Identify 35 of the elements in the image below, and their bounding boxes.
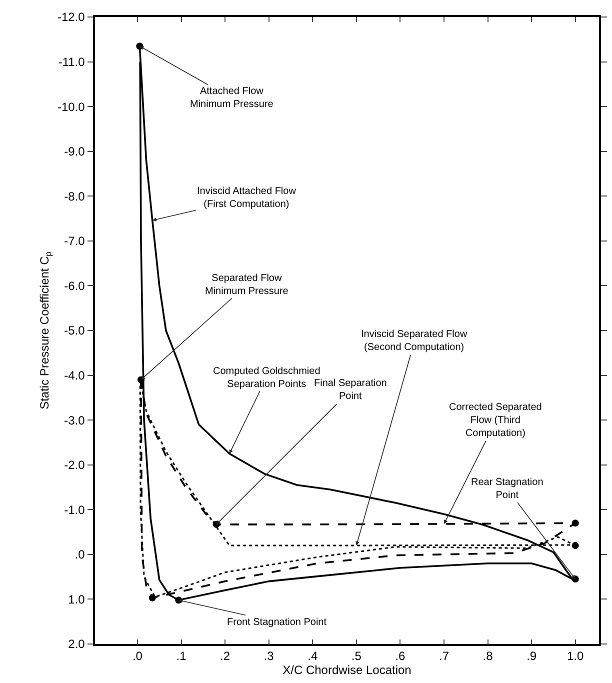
y-tick-label: -11.0 bbox=[58, 54, 86, 69]
x-tick-label: .4 bbox=[308, 649, 318, 664]
annotation: Final Separation Point bbox=[314, 378, 387, 402]
x-tick-label: .9 bbox=[526, 649, 537, 664]
x-tick-label: .0 bbox=[132, 649, 143, 664]
annotation: Inviscid Separated Flow (Second Computation) bbox=[361, 329, 468, 353]
y-tick-label: -4.0 bbox=[64, 368, 86, 382]
x-tick-label: .3 bbox=[264, 649, 274, 664]
x-tick-label: .7 bbox=[438, 649, 450, 664]
y-tick-label: -3.0 bbox=[64, 413, 86, 428]
y-tick-label: 2.0 bbox=[68, 637, 86, 652]
annotation: Attached Flow Minimum Pressure bbox=[190, 86, 274, 110]
annotation: Rear Stagnation Point bbox=[471, 477, 544, 501]
annotation: Inviscid Attached Flow (First Computation) bbox=[197, 186, 297, 210]
y-tick-label: -5.0 bbox=[64, 324, 86, 338]
y-tick-label: 1.0 bbox=[68, 592, 86, 606]
x-tick-label: .8 bbox=[482, 649, 494, 664]
x-tick-label: 1.0 bbox=[567, 649, 584, 664]
x-tick-label: .5 bbox=[351, 649, 362, 664]
y-tick-label: -6.0 bbox=[64, 278, 86, 293]
x-tick-label: .2 bbox=[220, 649, 230, 664]
y-tick-label: -2.0 bbox=[64, 458, 86, 472]
annotation: Front Stagnation Point bbox=[227, 617, 327, 628]
y-tick-label: -10.0 bbox=[57, 100, 86, 114]
y-tick-label: -9.0 bbox=[64, 144, 86, 159]
y-tick-label: -7.0 bbox=[64, 234, 86, 248]
y-tick-label: -12.0 bbox=[57, 10, 86, 24]
annotation: Separated Flow Minimum Pressure bbox=[205, 273, 289, 297]
y-tick-label: -1.0 bbox=[64, 502, 86, 517]
x-tick-label: .1 bbox=[176, 649, 187, 664]
x-tick-label: .6 bbox=[395, 649, 406, 664]
y-tick-label: -8.0 bbox=[64, 189, 86, 204]
x-axis-title: X/C Chordwise Location bbox=[282, 663, 412, 678]
y-tick-label: .0 bbox=[74, 548, 86, 562]
annotation: Corrected Separated Flow (Third Computation) bbox=[449, 402, 542, 439]
